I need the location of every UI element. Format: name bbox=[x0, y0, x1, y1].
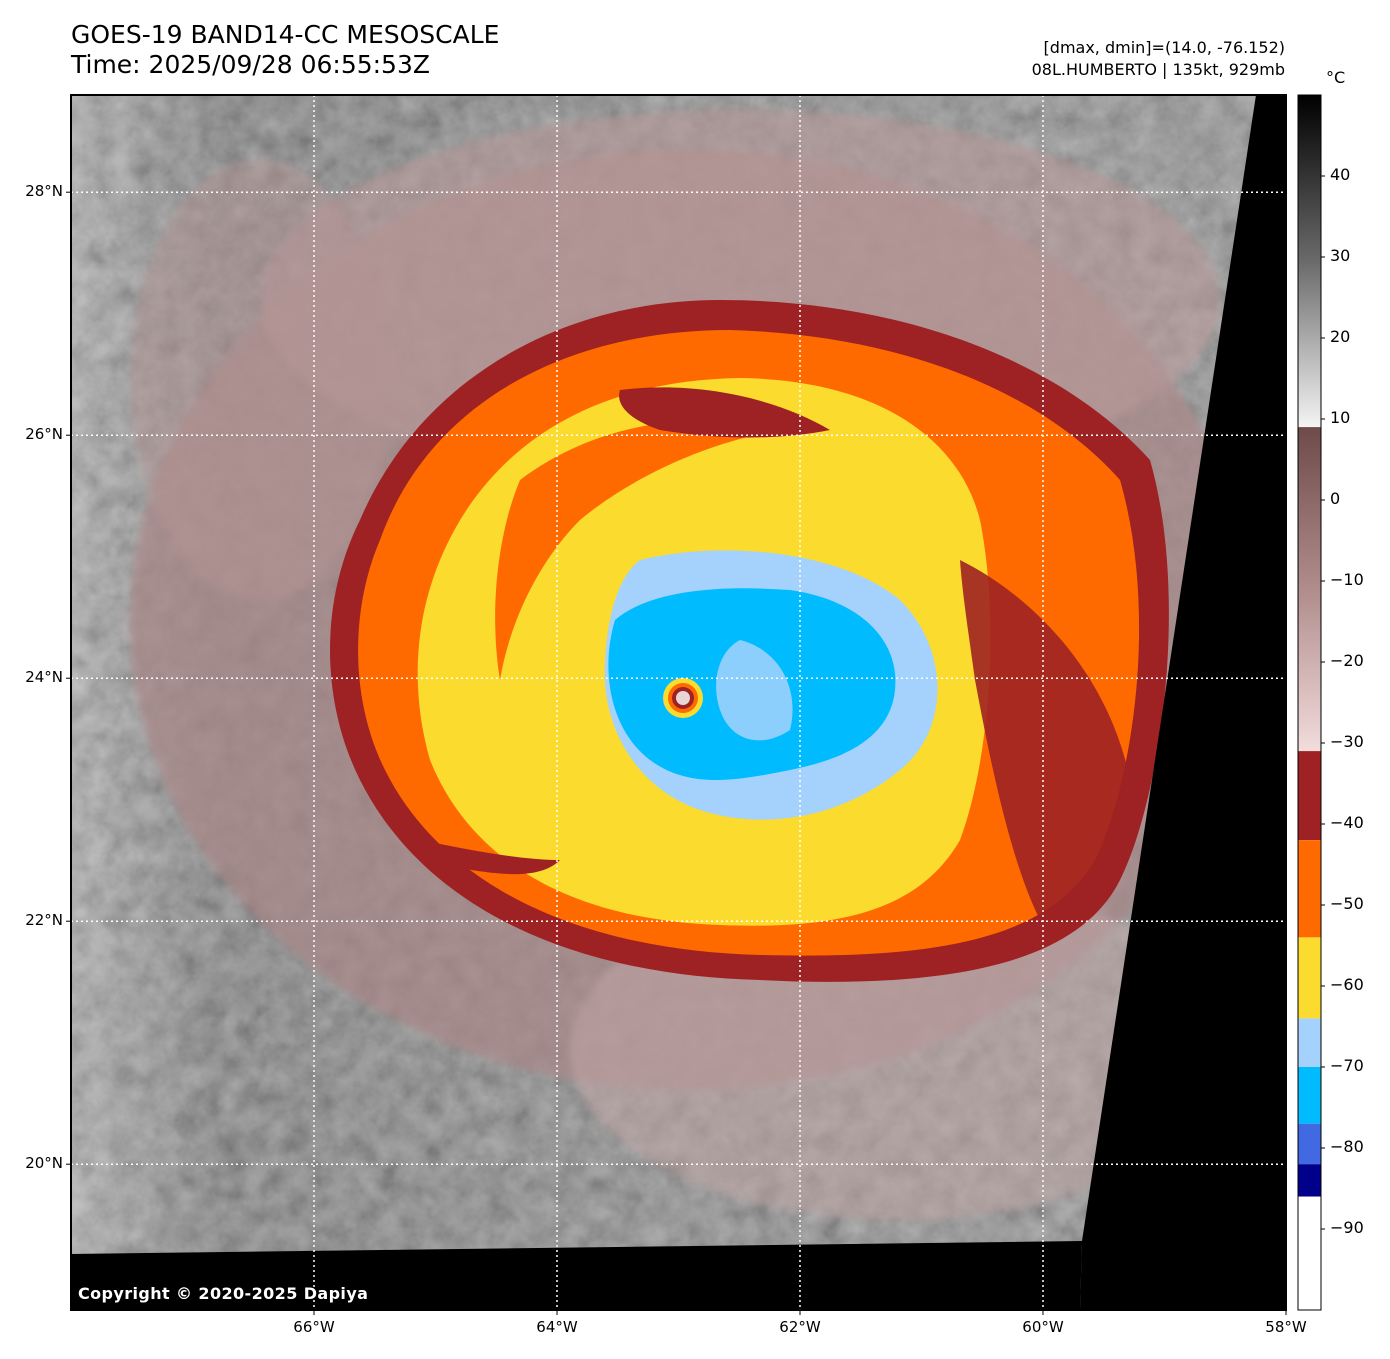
colorbar-tick-label: −50 bbox=[1330, 894, 1364, 913]
latitude-label: 26°N bbox=[25, 425, 63, 444]
colorbar-tick-label: 20 bbox=[1330, 327, 1351, 346]
product-title: GOES-19 BAND14-CC MESOSCALE bbox=[71, 20, 500, 49]
latitude-label: 28°N bbox=[25, 182, 63, 201]
colorbar-segment bbox=[1298, 1164, 1321, 1197]
colorbar-tick-label: 30 bbox=[1330, 246, 1351, 265]
colorbar-segment bbox=[1298, 1018, 1321, 1067]
colorbar-segment bbox=[1298, 95, 1321, 428]
title-block: GOES-19 BAND14-CC MESOSCALE Time: 2025/0… bbox=[71, 20, 499, 80]
colorbar-segment bbox=[1298, 840, 1321, 938]
colorbar-tick-label: −30 bbox=[1330, 732, 1364, 751]
no-data-region-bottom bbox=[71, 1241, 1082, 1310]
colorbar-tick-label: −10 bbox=[1330, 570, 1364, 589]
longitude-label: 64°W bbox=[536, 1318, 578, 1336]
colorbar-tick-label: −70 bbox=[1330, 1056, 1364, 1075]
latitude-label: 20°N bbox=[25, 1154, 63, 1173]
no-data-region-right bbox=[1080, 95, 1286, 1310]
colorbar-tick-label: 10 bbox=[1330, 408, 1351, 427]
colorbar-segment bbox=[1298, 427, 1321, 752]
colorbar-segment bbox=[1298, 1123, 1321, 1165]
colorbar-segment bbox=[1298, 1196, 1321, 1310]
storm-info-label: 08L.HUMBERTO | 135kt, 929mb bbox=[1031, 60, 1285, 79]
colorbar-unit: °C bbox=[1326, 68, 1346, 87]
observation-time: Time: 2025/09/28 06:55:53Z bbox=[71, 50, 430, 79]
cloud-top-bands bbox=[330, 300, 1169, 982]
colorbar-tick-label: −90 bbox=[1330, 1218, 1364, 1237]
colorbar-tick-label: −60 bbox=[1330, 975, 1364, 994]
longitude-label: 62°W bbox=[779, 1318, 821, 1336]
colorbar-tick-label: 0 bbox=[1330, 489, 1341, 508]
colorbar bbox=[1298, 95, 1325, 1310]
colorbar-tick-label: −40 bbox=[1330, 813, 1364, 832]
colorbar-tick-label: 40 bbox=[1330, 165, 1351, 184]
longitude-label: 58°W bbox=[1265, 1318, 1307, 1336]
data-range-label: [dmax, dmin]=(14.0, -76.152) bbox=[1043, 38, 1285, 57]
latitude-label: 24°N bbox=[25, 668, 63, 687]
axis-ticks bbox=[66, 191, 1287, 1315]
copyright-notice: Copyright © 2020-2025 Dapiya bbox=[78, 1284, 369, 1303]
colorbar-tick-label: −80 bbox=[1330, 1137, 1364, 1156]
colorbar-segment bbox=[1298, 751, 1321, 841]
colorbar-frame bbox=[1297, 94, 1322, 1311]
info-block: [dmax, dmin]=(14.0, -76.152) 08L.HUMBERT… bbox=[1032, 37, 1285, 81]
imagery-layer bbox=[71, 95, 1286, 1310]
longitude-label: 66°W bbox=[293, 1318, 335, 1336]
storm-eye bbox=[663, 678, 703, 718]
map-frame bbox=[70, 94, 1287, 1311]
longitude-label: 60°W bbox=[1022, 1318, 1064, 1336]
colorbar-segment bbox=[1298, 1067, 1321, 1124]
latitude-label: 22°N bbox=[25, 911, 63, 930]
colorbar-tick-label: −20 bbox=[1330, 651, 1364, 670]
colorbar-segment bbox=[1298, 937, 1321, 1019]
